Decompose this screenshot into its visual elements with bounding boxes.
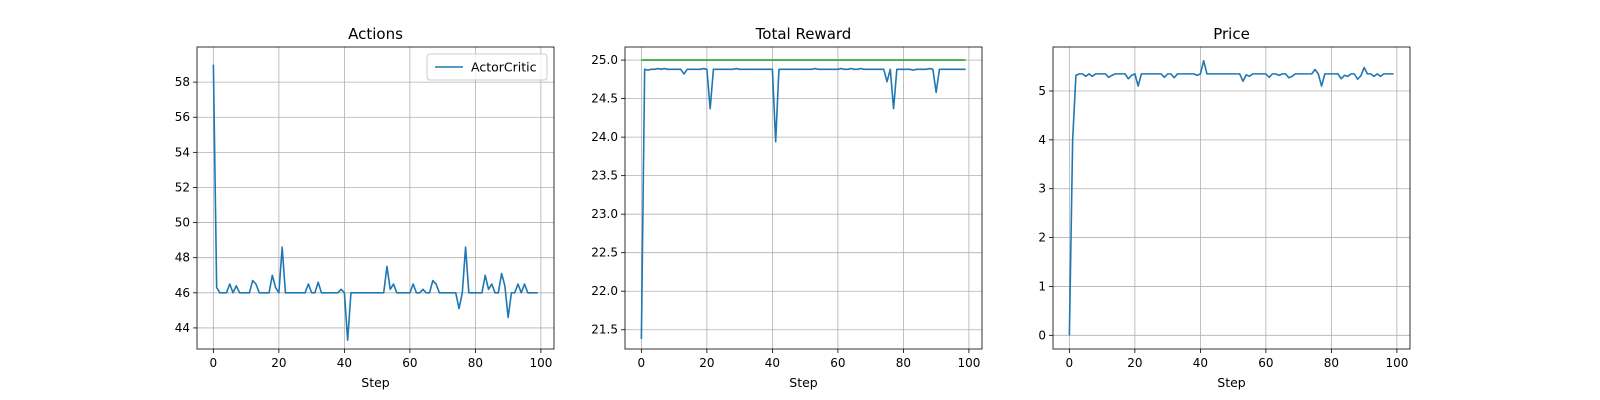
plot-frame-price [1052, 46, 1411, 350]
y-tick-label-total-reward: 22.0 [591, 284, 618, 298]
x-tick-label-actions: 0 [210, 356, 218, 370]
chart-title-actions: Actions [348, 25, 403, 43]
x-tick-label-actions: 80 [468, 356, 483, 370]
legend-actions: ActorCritic [426, 53, 548, 81]
y-tick-label-actions: 46 [175, 286, 190, 300]
y-tick-label-actions: 52 [175, 180, 190, 194]
x-tick-label-total-reward: 40 [765, 356, 780, 370]
x-tick-label-price: 40 [1193, 356, 1208, 370]
x-tick-label-total-reward: 80 [896, 356, 911, 370]
x-tick-label-total-reward: 0 [638, 356, 646, 370]
x-tick-label-actions: 40 [337, 356, 352, 370]
y-tick-label-total-reward: 24.5 [591, 92, 618, 106]
series-line-total-reward-0 [640, 67, 966, 339]
y-tick-label-total-reward: 23.5 [591, 169, 618, 183]
series-line-actions-0 [212, 64, 538, 342]
x-tick-label-price: 80 [1324, 356, 1339, 370]
y-tick-label-actions: 44 [175, 321, 190, 335]
y-tick-label-price: 1 [1038, 279, 1046, 293]
y-tick-label-actions: 48 [175, 251, 190, 265]
x-tick-label-actions: 20 [271, 356, 286, 370]
x-tick-label-price: 0 [1066, 356, 1074, 370]
x-tick-label-actions: 60 [402, 356, 417, 370]
chart-title-price: Price [1213, 25, 1250, 43]
legend-box-actions [426, 53, 548, 81]
x-tick-label-price: 100 [1385, 356, 1408, 370]
y-tick-label-price: 4 [1038, 133, 1046, 147]
x-axis-label-actions: Step [361, 375, 390, 390]
y-tick-label-price: 3 [1038, 182, 1046, 196]
y-tick-label-price: 0 [1038, 328, 1046, 342]
y-tick-label-total-reward: 25.0 [591, 53, 618, 67]
x-tick-label-price: 60 [1258, 356, 1273, 370]
chart-title-total-reward: Total Reward [755, 25, 852, 43]
x-axis-label-price: Step [1217, 375, 1246, 390]
plot-frame-total-reward [624, 46, 983, 350]
x-tick-label-actions: 100 [529, 356, 552, 370]
chart-actions: 0 20 40 60 80 100 44 46 48 50 52 54 56 58 Actions Step A… [175, 25, 555, 390]
x-tick-label-total-reward: 60 [830, 356, 845, 370]
y-tick-label-price: 5 [1038, 84, 1046, 98]
series-line-price-0 [1068, 59, 1394, 336]
x-tick-label-price: 20 [1127, 356, 1142, 370]
y-tick-label-price: 2 [1038, 231, 1046, 245]
x-tick-label-total-reward: 100 [957, 356, 980, 370]
y-tick-label-total-reward: 23.0 [591, 207, 618, 221]
y-tick-label-actions: 54 [175, 145, 190, 159]
chart-total-reward: 0 20 40 60 80 100 21.5 22.0 22.5 23.0 23.5 24.0 24.5… [591, 25, 983, 390]
y-tick-label-actions: 56 [175, 110, 190, 124]
plot-frame-actions [196, 46, 555, 350]
legend-label-actions: ActorCritic [471, 60, 537, 75]
x-axis-label-total-reward: Step [789, 375, 818, 390]
y-tick-label-actions: 50 [175, 216, 190, 230]
y-tick-label-total-reward: 22.5 [591, 246, 618, 260]
y-tick-label-total-reward: 21.5 [591, 323, 618, 337]
y-tick-label-actions: 58 [175, 75, 190, 89]
y-tick-label-total-reward: 24.0 [591, 130, 618, 144]
x-tick-label-total-reward: 20 [699, 356, 714, 370]
chart-price: 0 20 40 60 80 100 0 1 2 3 4 5 Price Step [1038, 25, 1411, 390]
